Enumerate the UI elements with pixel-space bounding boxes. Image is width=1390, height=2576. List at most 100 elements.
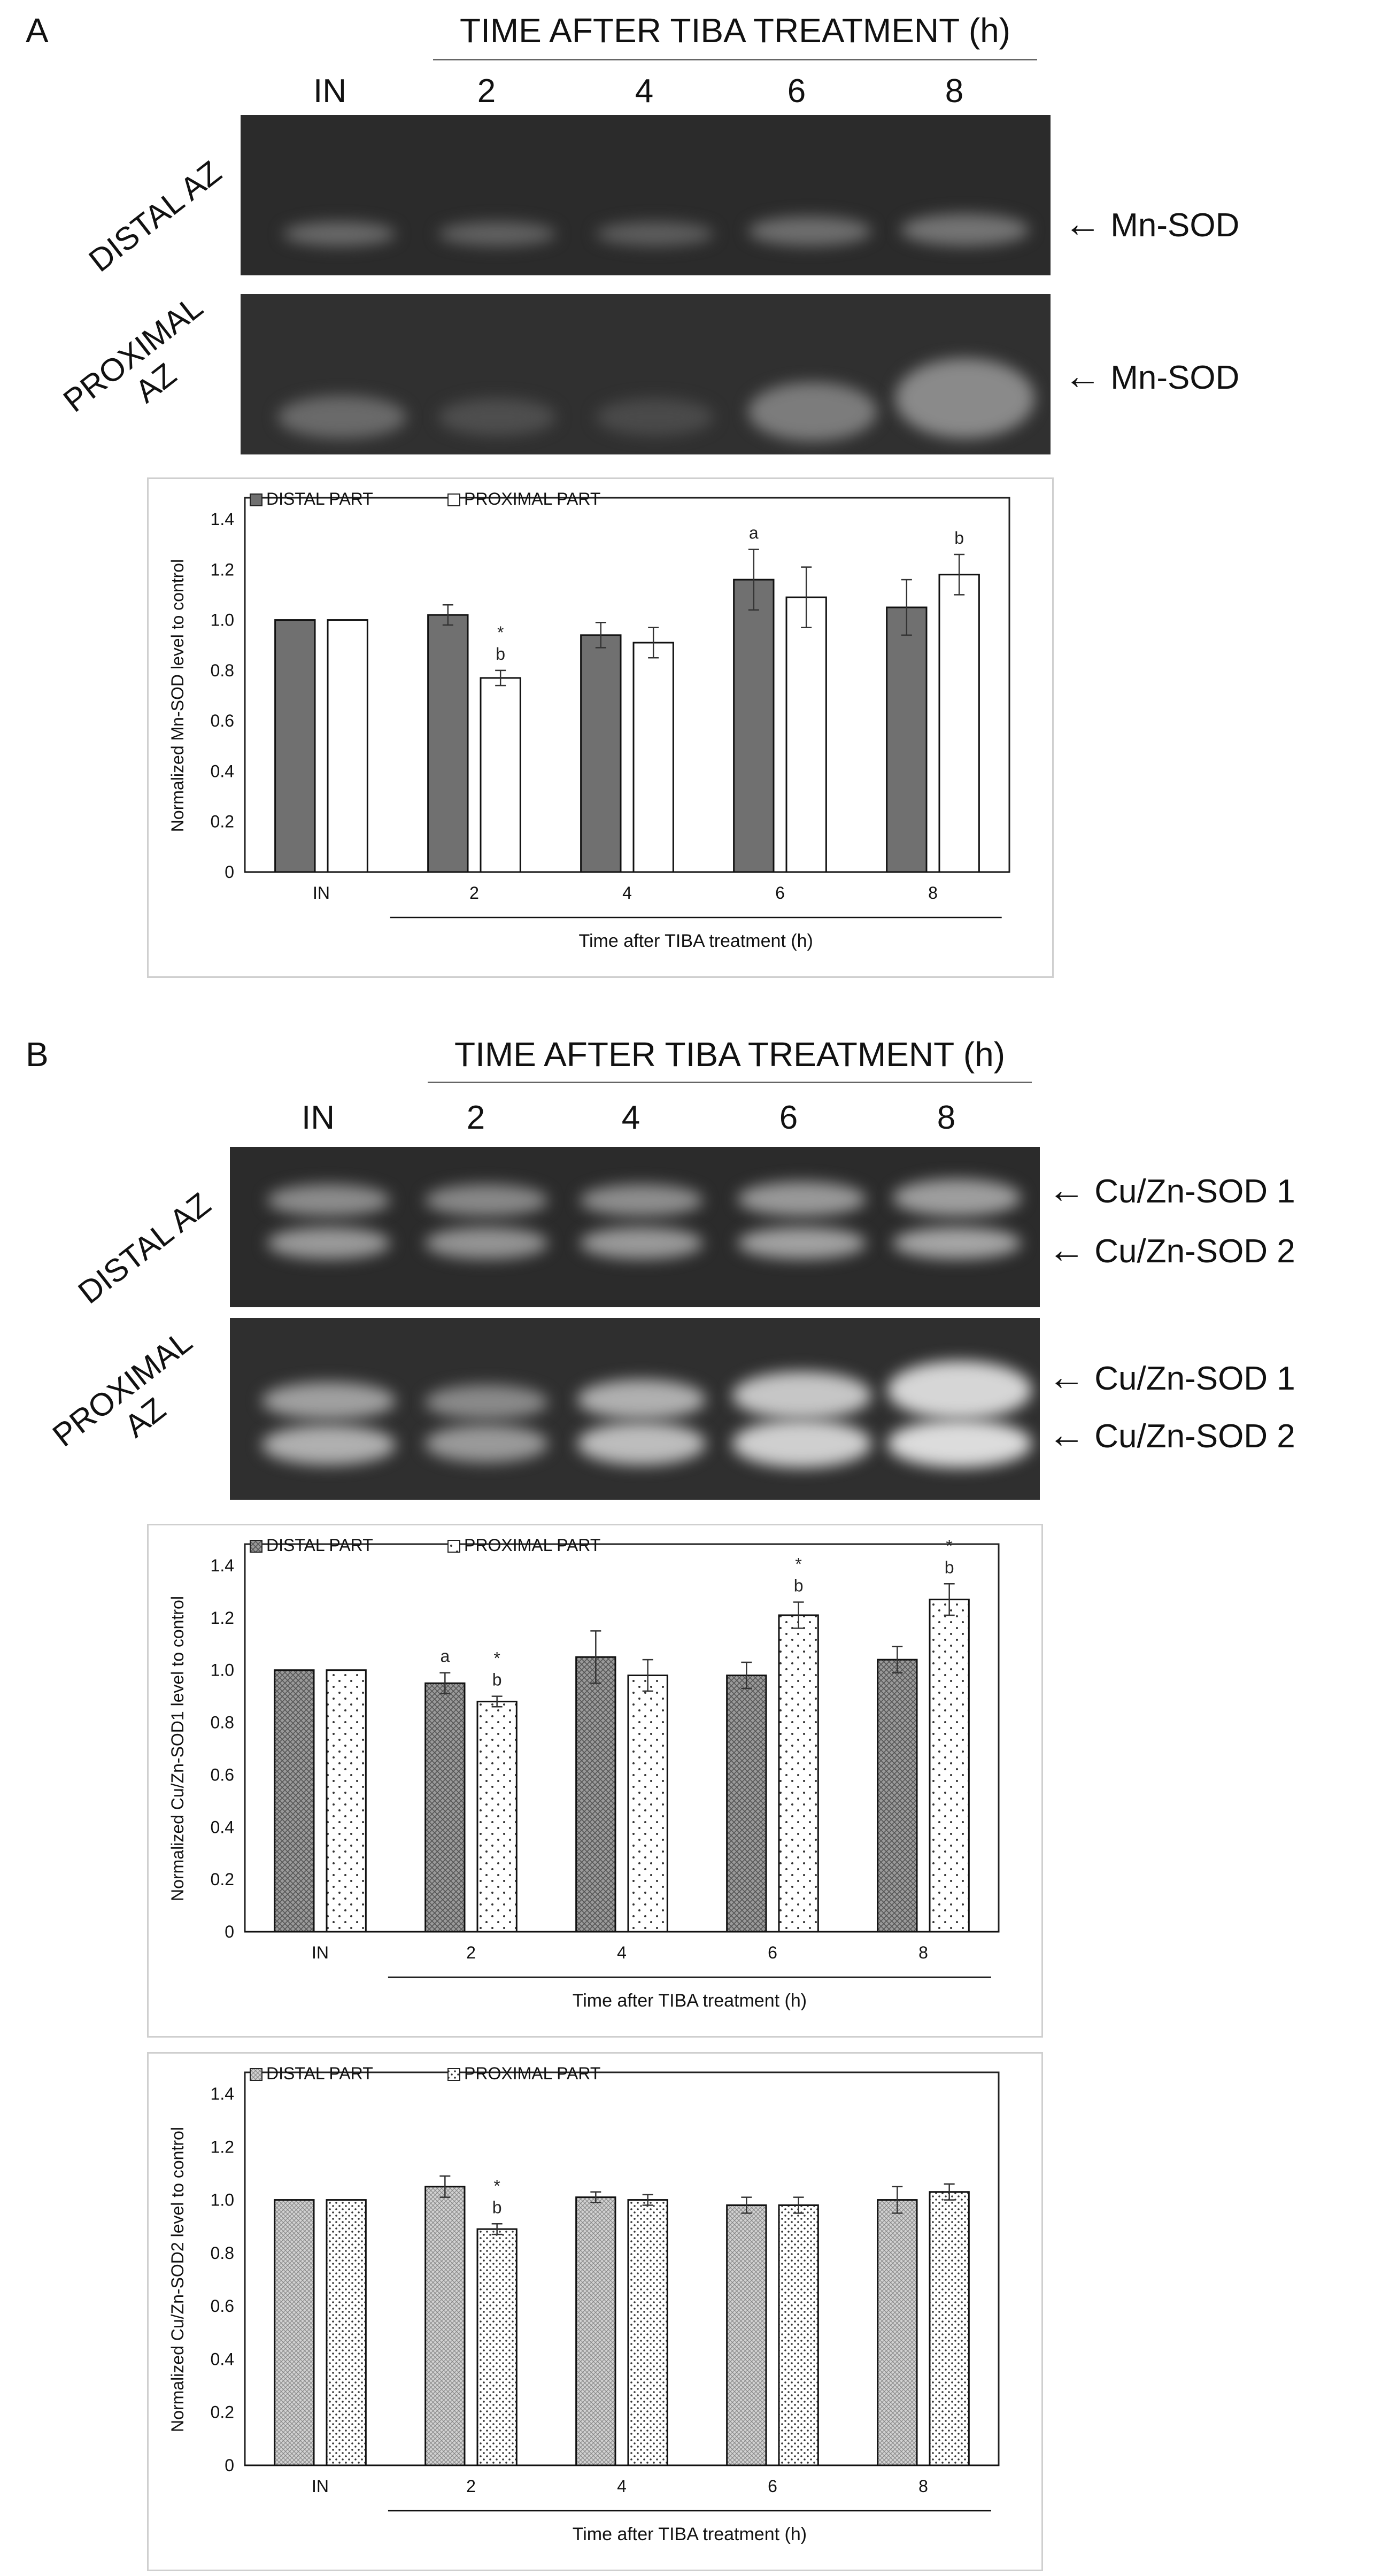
gel-band xyxy=(438,398,556,436)
cuzn-sod1-bar-chart: 0 0.2 0.4 0.6 0.8 1.0 1.2 1.4 Normalized Cu/Zn-S… xyxy=(168,1536,1000,2011)
bar xyxy=(726,1675,767,1933)
significance-label: * xyxy=(497,623,504,642)
bar xyxy=(632,642,674,873)
legend-label: DISTAL PART xyxy=(266,1536,373,1555)
y-tick-label: 0 xyxy=(225,2456,234,2475)
bar xyxy=(938,574,980,873)
left-arrow-icon: ← xyxy=(1048,1169,1085,1210)
left-arrow-icon: ← xyxy=(1048,1356,1085,1398)
gel-band xyxy=(895,358,1034,438)
y-axis-label: Normalized Cu/Zn-SOD2 level to control xyxy=(168,2127,187,2432)
bar xyxy=(886,606,928,873)
gel-band xyxy=(596,398,714,436)
bar xyxy=(424,2186,466,2466)
gel-band xyxy=(425,1385,548,1420)
gel-band xyxy=(738,1182,866,1216)
bar xyxy=(726,2204,767,2466)
y-tick-label: 1.4 xyxy=(211,2084,234,2103)
bar xyxy=(877,1659,918,1933)
bar xyxy=(274,1669,315,1933)
legend-swatch xyxy=(250,1540,262,1553)
y-tick-label: 1.0 xyxy=(211,1661,234,1680)
panel-b-proximal-band-label-2: ← Cu/Zn-SOD 2 xyxy=(1048,1416,1295,1455)
gel-band xyxy=(738,1227,866,1259)
significance-label: a xyxy=(749,523,759,543)
panel-a-distal-label: DISTAL AZ xyxy=(55,133,254,300)
panel-b-header-rule xyxy=(428,1082,1032,1083)
y-tick-label: 0.6 xyxy=(211,2296,234,2316)
left-arrow-icon: ← xyxy=(1048,1414,1085,1455)
panel-a-gel-distal xyxy=(241,115,1051,275)
band-label-text: Mn-SOD xyxy=(1110,207,1240,244)
gel-band xyxy=(278,396,406,438)
legend-swatch xyxy=(250,2068,262,2081)
gel-band xyxy=(267,1184,390,1216)
y-tick-label: 1.4 xyxy=(211,1556,234,1575)
bar xyxy=(326,2199,367,2466)
panel-b-distal-band-label-2: ← Cu/Zn-SOD 2 xyxy=(1048,1231,1295,1270)
y-tick-label: 0.8 xyxy=(211,2243,234,2263)
band-label-text: Mn-SOD xyxy=(1110,359,1240,396)
left-arrow-icon: ← xyxy=(1064,355,1101,397)
gel-band xyxy=(283,222,396,246)
mn-sod-bar-chart: 0 0.2 0.4 0.6 0.8 1.0 1.2 1.4 Normalized Mn-SOD … xyxy=(168,489,1010,951)
x-tick-label: 8 xyxy=(928,883,938,903)
y-tick-label: 0.2 xyxy=(211,2403,234,2422)
bar xyxy=(274,2199,315,2466)
gel-band xyxy=(262,1382,396,1420)
y-tick-label: 1.0 xyxy=(211,2191,234,2210)
bar xyxy=(627,2199,668,2466)
y-tick-label: 0.2 xyxy=(211,812,234,831)
band-label-text: Cu/Zn-SOD 1 xyxy=(1094,1173,1295,1210)
chart-box-cuzn-sod2: 0 0.2 0.4 0.6 0.8 1.0 1.2 1.4 Normalized Cu/Zn-S… xyxy=(147,2052,1043,2571)
bar xyxy=(929,2191,970,2466)
x-tick-label: IN xyxy=(312,1943,329,1962)
legend-swatch xyxy=(250,493,262,506)
legend-label: DISTAL PART xyxy=(266,2064,373,2083)
bar xyxy=(733,579,775,873)
y-tick-label: 0 xyxy=(225,862,234,882)
y-tick-label: 0.6 xyxy=(211,1765,234,1784)
gel-band xyxy=(267,1227,390,1259)
significance-label: * xyxy=(493,1649,500,1668)
gel-band xyxy=(748,217,871,246)
x-tick-label: IN xyxy=(312,2477,329,2496)
significance-label: * xyxy=(493,2176,500,2195)
band-label-text: Cu/Zn-SOD 1 xyxy=(1094,1360,1295,1397)
gel-band xyxy=(887,1361,1032,1420)
gel-band xyxy=(262,1425,396,1465)
legend-label: DISTAL PART xyxy=(266,489,373,508)
gel-band xyxy=(425,1227,548,1259)
gel-band xyxy=(893,1179,1021,1216)
bar xyxy=(580,634,622,873)
chart-box-cuzn-sod1: 0 0.2 0.4 0.6 0.8 1.0 1.2 1.4 Normalized Cu/Zn-S… xyxy=(147,1524,1043,2038)
bar xyxy=(476,1700,518,1933)
panel-a-lane-in: IN xyxy=(313,73,346,110)
x-tick-label: 4 xyxy=(622,883,632,903)
y-tick-label: 0.4 xyxy=(211,1817,234,1837)
x-tick-label: 8 xyxy=(918,1943,928,1962)
panel-b-letter: B xyxy=(26,1035,49,1074)
y-axis-label: Normalized Cu/Zn-SOD1 level to control xyxy=(168,1596,187,1901)
y-tick-label: 1.0 xyxy=(211,611,234,630)
x-tick-label: 8 xyxy=(918,2477,928,2496)
left-arrow-icon: ← xyxy=(1064,203,1101,244)
gel-band xyxy=(887,1420,1032,1468)
panel-a-proximal-band-label: ← Mn-SOD xyxy=(1064,357,1239,397)
gel-band xyxy=(438,222,556,246)
significance-label: b xyxy=(492,2197,502,2217)
gel-band xyxy=(577,1422,706,1465)
panel-b-distal-label: DISTAL AZ xyxy=(44,1164,244,1332)
x-tick-label: 2 xyxy=(466,2477,476,2496)
significance-label: b xyxy=(496,644,505,664)
y-tick-label: 1.2 xyxy=(211,560,234,579)
panel-b-lane-8: 8 xyxy=(937,1099,956,1136)
gel-band xyxy=(596,222,714,246)
bar xyxy=(929,1599,970,1933)
panel-a-letter: A xyxy=(26,11,49,50)
y-tick-label: 0.4 xyxy=(211,2349,234,2369)
gel-label-line: DISTAL AZ xyxy=(82,153,228,279)
panel-b-lane-6: 6 xyxy=(779,1099,798,1136)
x-tick-label: 6 xyxy=(775,883,785,903)
bar xyxy=(877,2199,918,2466)
